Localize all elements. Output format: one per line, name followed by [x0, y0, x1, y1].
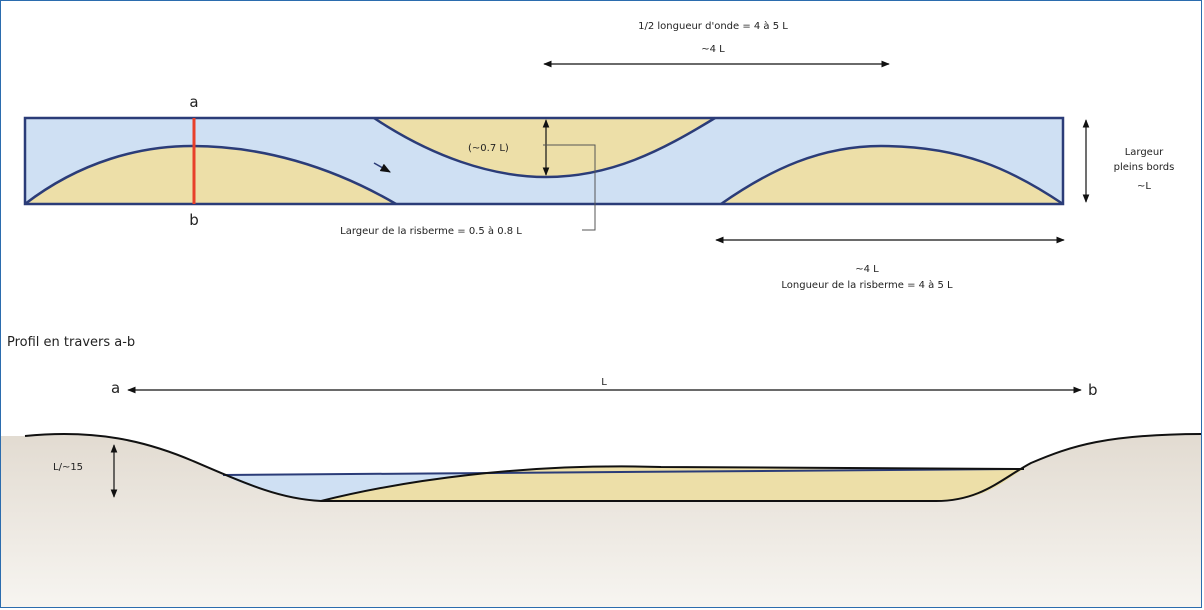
bar-surface-line [320, 465, 1025, 502]
bar-width-leader [543, 144, 596, 231]
bar-width-label: Largeur de la risberme = 0.5 à 0.8 L [340, 225, 522, 237]
point-bar-middle-outline [373, 116, 716, 179]
bankfull-width-value: ~L [1137, 181, 1151, 192]
bankfull-width-line2: pleins bords [1114, 162, 1175, 173]
cross-section-width-label: L [601, 377, 607, 388]
cross-section-left-label: a [111, 379, 120, 397]
section-top-label: a [189, 93, 198, 111]
half-wavelength-approx: ~4 L [701, 44, 725, 55]
flow-direction-arrow [373, 162, 391, 173]
cross-section-bar [321, 466, 1024, 501]
channel-bed-line [24, 433, 1201, 502]
bar-length-approx: ~4 L [855, 264, 879, 275]
plan-view: a b 1/2 longueur d'onde = 4 à 5 L ~4 L (… [23, 20, 1175, 291]
bar-length-label: Longueur de la risberme = 4 à 5 L [781, 279, 953, 291]
channel-banks [23, 116, 1065, 206]
section-bottom-label: b [189, 211, 199, 229]
water-surface-line [222, 468, 1025, 476]
bar-width-approx: (~0.7 L) [468, 143, 509, 154]
cross-section-right-label: b [1088, 381, 1098, 399]
depth-label: L/~15 [53, 462, 83, 473]
cross-section-title: Profil en travers a-b [7, 335, 135, 350]
point-bar-left [25, 146, 396, 204]
half-wavelength-label: 1/2 longueur d'onde = 4 à 5 L [638, 20, 788, 32]
point-bar-left-outline [24, 144, 397, 206]
point-bar-right-outline [720, 144, 1064, 206]
cross-section-view: Profil en travers a-b a b L L/~15 [1, 335, 1201, 607]
bankfull-width-line1: Largeur [1125, 147, 1164, 158]
ground-profile [1, 434, 1201, 607]
